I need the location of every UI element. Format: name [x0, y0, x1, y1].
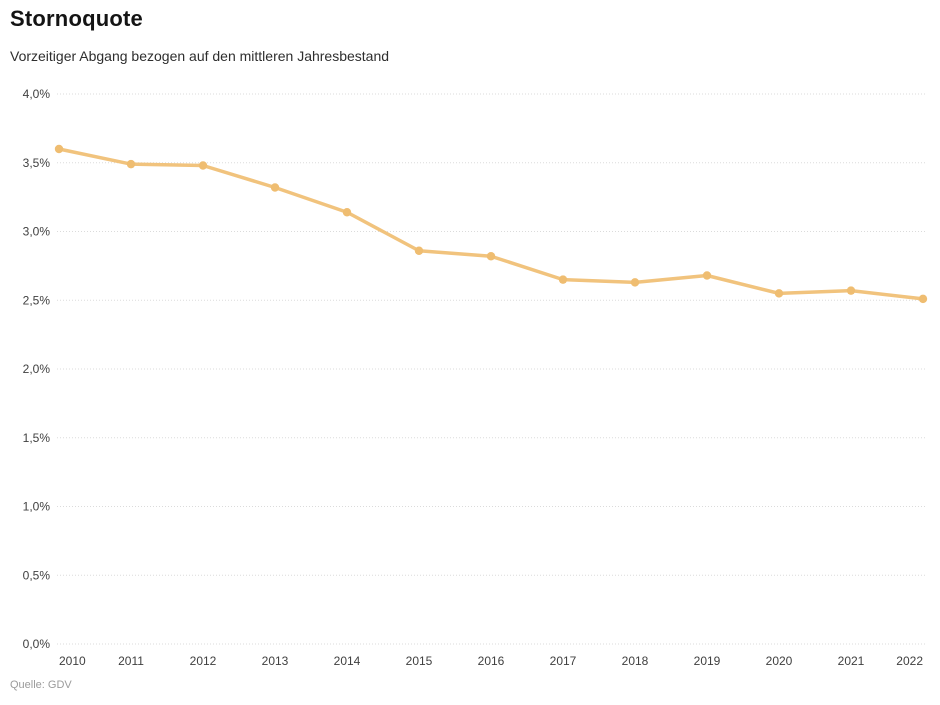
x-tick-label: 2019 [694, 654, 721, 668]
y-tick-label: 3,0% [23, 225, 51, 239]
data-point[interactable] [702, 271, 712, 280]
chart-subtitle: Vorzeitiger Abgang bezogen auf den mittl… [10, 48, 390, 64]
x-tick-label: 2012 [190, 654, 217, 668]
x-tick-label: 2015 [406, 654, 433, 668]
data-point[interactable] [486, 252, 496, 261]
x-tick-label: 2014 [334, 654, 361, 668]
y-tick-label: 2,0% [23, 362, 51, 376]
data-point[interactable] [270, 183, 280, 192]
data-point[interactable] [414, 246, 424, 255]
data-point[interactable] [342, 208, 352, 217]
x-tick-label: 2013 [262, 654, 289, 668]
y-tick-label: 1,0% [23, 500, 51, 514]
y-tick-label: 2,5% [23, 293, 51, 307]
source-note: Quelle: GDV [10, 679, 72, 691]
x-tick-label: 2017 [550, 654, 577, 668]
series-line [57, 147, 925, 301]
y-tick-label: 0,5% [23, 568, 51, 582]
x-tick-label: 2021 [838, 654, 865, 668]
y-tick-label: 3,5% [23, 156, 51, 170]
x-tick-label: 2022 [896, 654, 923, 668]
data-point[interactable] [126, 159, 136, 169]
data-point[interactable] [558, 275, 568, 284]
x-tick-label: 2020 [766, 654, 793, 668]
x-tick-label: 2016 [478, 654, 505, 668]
x-tick-label: 2018 [622, 654, 649, 668]
y-tick-label: 1,5% [23, 431, 51, 445]
data-point[interactable] [54, 144, 64, 154]
data-point[interactable] [198, 161, 208, 170]
data-point[interactable] [846, 286, 856, 295]
y-tick-label: 4,0% [23, 87, 51, 101]
data-point[interactable] [630, 278, 640, 287]
data-point[interactable] [774, 289, 784, 298]
data-point[interactable] [918, 294, 928, 304]
x-tick-label: 2010 [59, 654, 86, 668]
x-tick-label: 2011 [118, 654, 144, 668]
y-tick-label: 0,0% [23, 637, 51, 651]
chart-title: Stornoquote [10, 6, 143, 31]
